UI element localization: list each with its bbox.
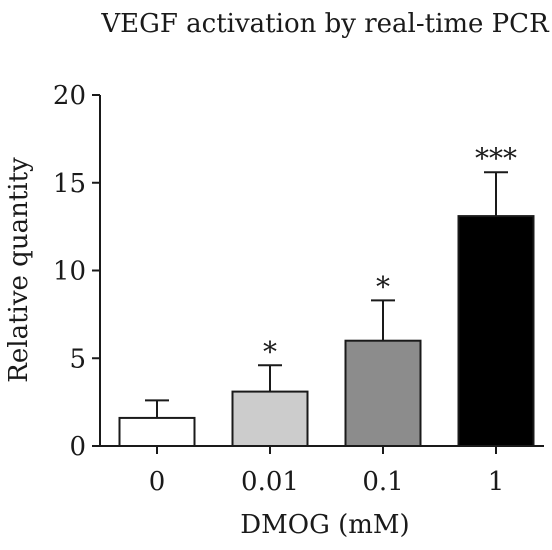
bars-group bbox=[118, 215, 535, 448]
x-ticks-group: 0 0.01 0.1 1 bbox=[149, 446, 505, 497]
chart-title: VEGF activation by real-time PCR bbox=[100, 9, 550, 39]
y-axis-label: Relative quantity bbox=[4, 157, 34, 383]
bar bbox=[231, 390, 309, 447]
y-ticks-group: 0 5 10 15 20 bbox=[53, 81, 100, 462]
y-tick-label: 10 bbox=[53, 257, 86, 287]
error-bars-group bbox=[145, 171, 508, 418]
bar bbox=[118, 416, 196, 448]
bar bbox=[457, 215, 535, 447]
significance-marker: * bbox=[376, 270, 390, 303]
y-tick-label: 15 bbox=[53, 169, 86, 199]
significance-marker: * bbox=[263, 335, 277, 368]
y-tick-label: 5 bbox=[69, 344, 86, 374]
significance-group: ***** bbox=[263, 142, 517, 368]
bar bbox=[344, 339, 422, 448]
x-tick-label: 1 bbox=[488, 467, 505, 497]
y-tick-label: 20 bbox=[53, 81, 86, 111]
x-tick-label: 0 bbox=[149, 467, 166, 497]
x-tick-label: 0.1 bbox=[362, 467, 403, 497]
x-axis-label: DMOG (mM) bbox=[240, 510, 409, 540]
y-tick-label: 0 bbox=[69, 432, 86, 462]
x-tick-label: 0.01 bbox=[241, 467, 299, 497]
significance-marker: *** bbox=[475, 142, 517, 175]
